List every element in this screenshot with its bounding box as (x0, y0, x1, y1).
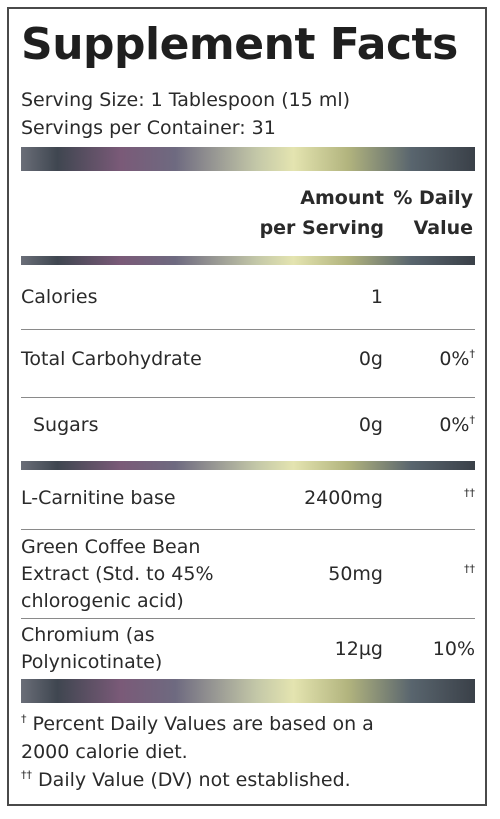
row-separator (21, 529, 475, 530)
nutrient-amount: 2400mg (304, 487, 383, 509)
divider-bar-header (21, 256, 475, 265)
nutrient-daily-value: †† (464, 486, 475, 500)
nutrient-row-chromium: Chromium (as Polynicotinate) 12µg 10% (21, 623, 475, 677)
divider-bar-bottom (21, 679, 475, 703)
nutrient-daily-value: †† (464, 562, 475, 576)
nutrient-amount: 1 (370, 286, 383, 308)
nutrient-daily-value: 10% (432, 638, 475, 660)
nutrient-row-green-coffee-bean: Green Coffee Bean Extract (Std. to 45% c… (21, 535, 475, 615)
row-separator (21, 397, 475, 398)
divider-bar-top (21, 147, 475, 171)
nutrient-amount: 0g (358, 348, 383, 370)
footnote-percent-dv: † Percent Daily Values are based on a (21, 712, 374, 735)
nutrient-daily-value: 0%† (439, 413, 475, 436)
footnote-calorie-diet: 2000 calorie diet. (21, 741, 188, 763)
nutrient-name: Total Carbohydrate (21, 348, 202, 370)
nutrient-row-total-carbohydrate: Total Carbohydrate 0g 0%† (21, 347, 475, 371)
nutrient-name: Calories (21, 286, 98, 308)
daily-value-header: % Daily Value (393, 187, 473, 239)
panel-title: Supplement Facts (21, 19, 458, 70)
nutrient-name-line: Green Coffee Bean (21, 536, 201, 558)
nutrient-name-line: Extract (Std. to 45% (21, 563, 214, 585)
nutrient-amount: 12µg (334, 638, 383, 660)
nutrient-name-line: chlorogenic acid) (21, 590, 184, 612)
nutrient-row-calories: Calories 1 (21, 285, 475, 309)
servings-per-container: Servings per Container: 31 (21, 117, 276, 139)
nutrient-name: Sugars (33, 414, 99, 436)
supplement-facts-panel: Supplement Facts Serving Size: 1 Tablesp… (7, 7, 487, 806)
nutrient-name-line: Polynicotinate) (21, 651, 163, 673)
serving-size: Serving Size: 1 Tablespoon (15 ml) (21, 89, 351, 111)
nutrient-amount: 50mg (328, 563, 383, 585)
nutrient-name-line: Chromium (as (21, 624, 155, 646)
row-separator (21, 329, 475, 330)
amount-header: Amount per Serving (259, 187, 384, 239)
nutrient-row-sugars: Sugars 0g 0%† (21, 413, 475, 437)
nutrient-name: L-Carnitine base (21, 487, 176, 509)
footnote-dv-not-established: †† Daily Value (DV) not established. (21, 768, 351, 791)
nutrient-amount: 0g (358, 414, 383, 436)
nutrient-daily-value: 0%† (439, 347, 475, 370)
row-separator (21, 618, 475, 619)
divider-bar-middle (21, 461, 475, 470)
nutrient-row-l-carnitine: L-Carnitine base 2400mg †† (21, 486, 475, 510)
